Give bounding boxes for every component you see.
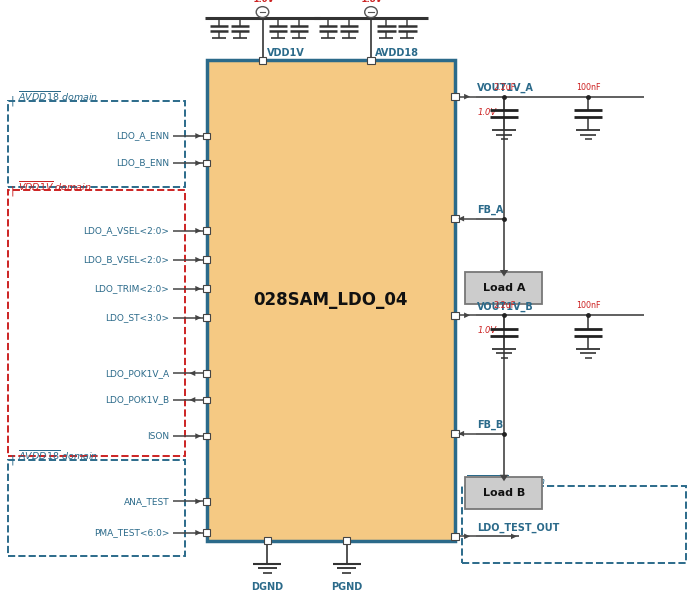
Bar	[451, 215, 459, 222]
Polygon shape	[195, 530, 201, 536]
Polygon shape	[190, 370, 195, 376]
Text: $\overline{\mathit{VDD1V}}$ $\mathit{domain}$: $\overline{\mathit{VDD1V}}$ $\mathit{dom…	[18, 179, 91, 193]
Bar	[368, 57, 375, 63]
Text: Load A: Load A	[483, 283, 525, 293]
Polygon shape	[458, 216, 464, 222]
Text: 100nF: 100nF	[575, 83, 601, 92]
Bar	[258, 57, 266, 63]
Text: LDO_A_ENN: LDO_A_ENN	[116, 132, 169, 140]
Polygon shape	[195, 286, 201, 292]
Polygon shape	[195, 315, 201, 321]
Text: $\overline{\mathit{AVDD18}}$ $\mathit{domain}$: $\overline{\mathit{AVDD18}}$ $\mathit{do…	[18, 89, 98, 103]
Text: 1.8V: 1.8V	[362, 0, 383, 4]
Bar	[203, 370, 210, 377]
Text: PGND: PGND	[331, 582, 362, 592]
Bar	[451, 312, 459, 319]
Text: LDO_B_VSEL<2:0>: LDO_B_VSEL<2:0>	[83, 255, 169, 264]
Text: AVDD18: AVDD18	[375, 48, 419, 58]
Bar	[451, 430, 459, 437]
Text: LDO_TEST_OUT: LDO_TEST_OUT	[477, 522, 560, 533]
Bar	[451, 93, 459, 100]
Polygon shape	[464, 312, 470, 318]
Polygon shape	[458, 431, 464, 437]
Bar	[263, 538, 272, 544]
Circle shape	[256, 7, 269, 18]
Polygon shape	[500, 475, 508, 481]
Text: FB_A: FB_A	[477, 205, 504, 215]
Bar	[206, 60, 455, 541]
Text: |: |	[10, 455, 14, 465]
Bar	[343, 538, 350, 544]
Text: VOUT1V_A: VOUT1V_A	[477, 83, 534, 93]
Bar	[203, 132, 210, 139]
Bar	[203, 256, 210, 263]
Text: DGND: DGND	[251, 582, 284, 592]
Bar	[203, 285, 210, 292]
Bar	[8, 460, 185, 556]
Bar	[203, 432, 210, 440]
Bar	[462, 486, 686, 563]
Bar	[203, 227, 210, 234]
Text: 2.2uF: 2.2uF	[493, 83, 515, 92]
Text: PMA_TEST<6:0>: PMA_TEST<6:0>	[94, 528, 169, 537]
Text: LDO_POK1V_B: LDO_POK1V_B	[105, 396, 169, 404]
Polygon shape	[190, 397, 195, 403]
Polygon shape	[195, 160, 201, 166]
Polygon shape	[195, 257, 201, 263]
Polygon shape	[464, 533, 470, 539]
Text: LDO_B_ENN: LDO_B_ENN	[116, 159, 169, 167]
Text: 100nF: 100nF	[575, 301, 601, 310]
Text: ANA_TEST: ANA_TEST	[124, 497, 169, 506]
Polygon shape	[195, 498, 201, 504]
Bar	[8, 190, 185, 456]
Bar	[203, 396, 210, 403]
Text: 1.0V: 1.0V	[253, 0, 274, 4]
Polygon shape	[195, 433, 201, 439]
Bar	[451, 533, 459, 540]
Text: $\overline{\mathit{AVDD18}}$ $\mathit{domain}$: $\overline{\mathit{AVDD18}}$ $\mathit{do…	[466, 474, 546, 487]
Text: LDO_ST<3:0>: LDO_ST<3:0>	[105, 313, 169, 322]
Bar	[203, 314, 210, 321]
Text: FB_B: FB_B	[477, 420, 503, 430]
Bar	[203, 498, 210, 505]
Polygon shape	[464, 94, 470, 100]
Text: |: |	[10, 95, 14, 106]
Text: 028SAM_LDO_04: 028SAM_LDO_04	[253, 292, 408, 309]
Text: 2.2uF: 2.2uF	[493, 301, 515, 310]
Text: $\overline{\mathit{AVDD18}}$ $\mathit{domain}$: $\overline{\mathit{AVDD18}}$ $\mathit{do…	[18, 448, 98, 462]
Text: LDO_A_VSEL<2:0>: LDO_A_VSEL<2:0>	[83, 226, 169, 235]
Text: Load B: Load B	[483, 488, 525, 498]
Bar	[203, 529, 210, 536]
Polygon shape	[195, 228, 201, 234]
Text: VOUT1V_B: VOUT1V_B	[477, 301, 534, 312]
Text: VDD1V: VDD1V	[267, 48, 304, 58]
Text: |: |	[10, 186, 14, 196]
Text: |: |	[464, 480, 468, 490]
Polygon shape	[195, 133, 201, 139]
Bar	[203, 159, 210, 166]
Text: ISON: ISON	[147, 432, 169, 440]
Text: LDO_TRIM<2:0>: LDO_TRIM<2:0>	[94, 284, 169, 293]
Bar	[466, 272, 542, 304]
Text: 1.0V: 1.0V	[477, 326, 496, 335]
Circle shape	[365, 7, 377, 18]
Polygon shape	[511, 533, 517, 539]
Bar	[8, 101, 185, 187]
Bar	[466, 477, 542, 509]
Text: LDO_POK1V_A: LDO_POK1V_A	[105, 369, 169, 378]
Polygon shape	[500, 270, 508, 277]
Text: 1.0V: 1.0V	[477, 108, 496, 117]
